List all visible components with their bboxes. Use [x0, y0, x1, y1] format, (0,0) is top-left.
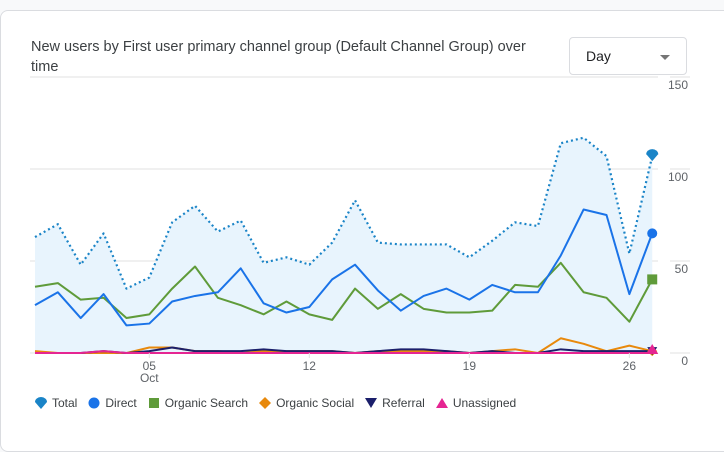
period-select[interactable]: Day	[569, 37, 687, 75]
diamond-icon	[259, 397, 272, 409]
legend-label: Organic Social	[276, 396, 355, 410]
circle-icon	[88, 397, 100, 409]
series-line-unassigned	[35, 350, 653, 354]
marker-total	[646, 149, 659, 162]
y-axis-ticks: 0 50 100 150	[668, 78, 688, 368]
marker-organic-search	[647, 274, 658, 285]
square-icon	[148, 398, 159, 408]
legend-label: Unassigned	[452, 396, 517, 410]
chevron-down-icon	[660, 55, 670, 60]
legend-item-organic-social[interactable]: Organic Social	[258, 396, 354, 410]
chart-title: New users by First user primary channel …	[31, 39, 526, 75]
total-area	[35, 137, 653, 353]
x-tick-sublabel: Oct	[140, 371, 159, 385]
legend-item-organic-search[interactable]: Organic Search	[147, 396, 248, 410]
legend-label: Organic Search	[164, 396, 249, 410]
chart-legend: Total Direct Organic Search Organic Social R…	[34, 396, 516, 410]
end-markers	[646, 149, 659, 357]
series-line-direct	[34, 208, 654, 327]
pin-icon	[35, 397, 47, 409]
total-area-fill	[35, 137, 653, 353]
legend-label: Total	[52, 396, 78, 410]
y-tick-label: 50	[675, 262, 689, 276]
period-select-value: Day	[586, 48, 611, 64]
legend-label: Referral	[382, 396, 425, 410]
triangle-down-icon	[365, 398, 378, 408]
series-line-total	[34, 136, 654, 290]
legend-item-direct[interactable]: Direct	[87, 396, 137, 410]
x-tick-label: 26	[623, 359, 637, 373]
x-tick-label: 12	[303, 359, 317, 373]
triangle-up-icon	[435, 398, 448, 408]
y-tick-label: 150	[668, 78, 688, 92]
series-lines	[34, 136, 654, 354]
legend-item-referral[interactable]: Referral	[364, 396, 425, 410]
x-tick-label: 05	[143, 359, 157, 373]
y-tick-label: 100	[668, 170, 688, 184]
x-tick-label: 19	[463, 359, 477, 373]
y-tick-label: 0	[681, 354, 688, 368]
legend-item-unassigned[interactable]: Unassigned	[435, 396, 516, 410]
legend-item-total[interactable]: Total	[34, 396, 77, 410]
legend-label: Direct	[105, 396, 137, 410]
marker-direct	[647, 228, 658, 239]
marker-unassigned	[646, 344, 659, 354]
